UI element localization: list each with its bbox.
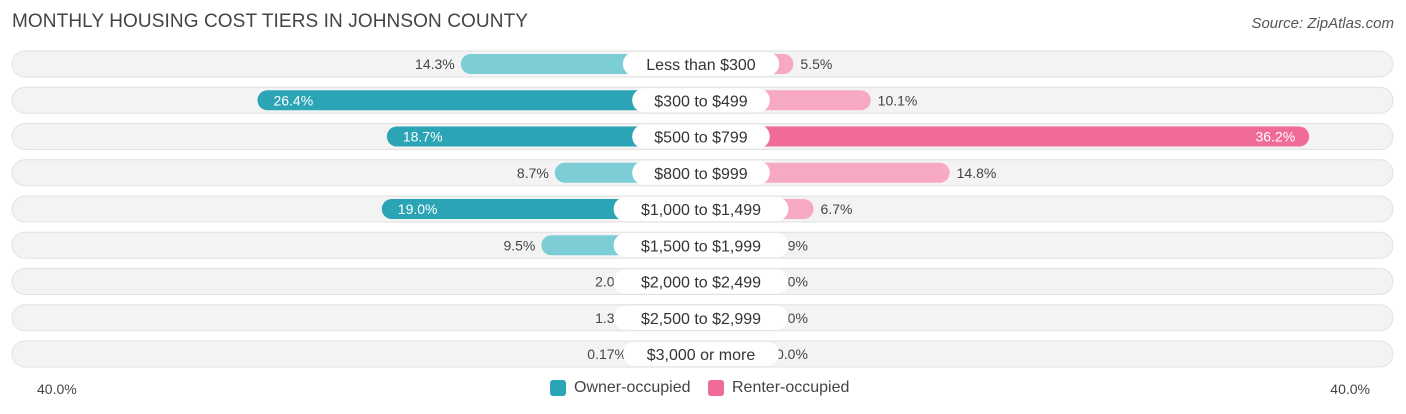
renter-value-label: 5.5% [800, 56, 832, 72]
category-pill [613, 197, 789, 221]
category-label: $2,500 to $2,999 [641, 311, 761, 328]
category-label: $500 to $799 [654, 130, 748, 147]
legend: Owner-occupied Renter-occupied [0, 379, 1406, 401]
owner-value-label: 9.5% [503, 237, 535, 253]
renter-value-label: 36.2% [1255, 129, 1295, 145]
diverging-bar-chart: 14.3% 5.5% Less than $300 26.4% 10.1% $300 to… [11, 50, 1394, 368]
category-label: $300 to $499 [654, 93, 748, 110]
category-pill [632, 88, 770, 113]
chart-title: MONTHLY HOUSING COST TIERS IN JOHNSON CO… [12, 11, 529, 32]
category-pill [613, 269, 789, 294]
legend-renter-swatch [708, 380, 724, 396]
owner-value-label: 19.0% [398, 201, 438, 217]
owner-value-label: 18.7% [403, 129, 443, 145]
category-label: $800 to $999 [654, 166, 748, 183]
axis-left-label: 40.0% [37, 381, 77, 397]
category-pill [632, 124, 770, 149]
category-label: $3,000 or more [647, 347, 756, 364]
owner-value-label: 26.4% [273, 92, 313, 108]
renter-bar [701, 126, 1310, 147]
renter-value-label: 10.1% [878, 92, 918, 108]
legend-renter: Renter-occupied [708, 379, 849, 397]
owner-value-label: 0.17% [587, 346, 627, 362]
category-label: $2,000 to $2,499 [641, 275, 761, 292]
renter-value-label: 0.0% [776, 346, 808, 362]
legend-owner-label: Owner-occupied [574, 379, 691, 396]
legend-renter-label: Renter-occupied [732, 379, 850, 396]
owner-bar [257, 90, 701, 111]
legend-owner: Owner-occupied [550, 379, 691, 397]
category-label: Less than $300 [646, 57, 756, 74]
category-label: $1,000 to $1,499 [641, 202, 761, 219]
owner-bar [386, 126, 701, 147]
category-pill [622, 52, 780, 76]
owner-value-label: 14.3% [415, 56, 455, 72]
source-label: Source: ZipAtlas.com [1251, 15, 1394, 32]
axis-right-label: 40.0% [1330, 381, 1370, 397]
renter-value-label: 6.7% [821, 201, 853, 217]
category-pill [613, 305, 789, 330]
owner-value-label: 8.7% [517, 165, 549, 181]
category-pill [632, 160, 770, 185]
renter-value-label: 14.8% [957, 165, 997, 181]
category-label: $1,500 to $1,999 [641, 238, 761, 255]
category-pill [622, 342, 780, 366]
legend-owner-swatch [550, 380, 566, 396]
category-pill [613, 233, 789, 258]
